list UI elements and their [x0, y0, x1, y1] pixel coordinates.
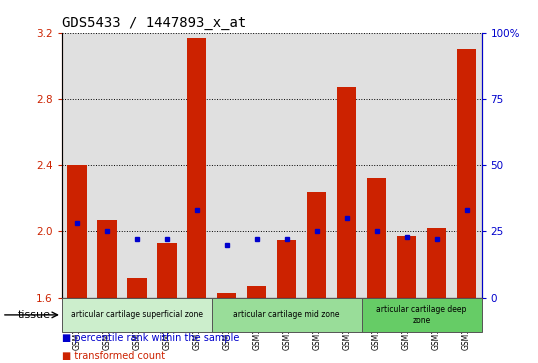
- Bar: [457, 49, 476, 298]
- Bar: [62, 298, 212, 332]
- Bar: [152, 33, 182, 298]
- Bar: [242, 33, 272, 298]
- Bar: [451, 33, 482, 298]
- Text: articular cartilage mid zone: articular cartilage mid zone: [233, 310, 340, 319]
- Bar: [302, 33, 331, 298]
- Bar: [247, 286, 266, 298]
- Bar: [67, 165, 87, 298]
- Text: articular cartilage deep
zone: articular cartilage deep zone: [377, 305, 467, 325]
- Bar: [157, 243, 176, 298]
- Bar: [337, 87, 356, 298]
- Bar: [367, 179, 386, 298]
- Bar: [307, 192, 327, 298]
- Bar: [422, 33, 451, 298]
- Bar: [212, 298, 362, 332]
- Bar: [182, 33, 212, 298]
- Bar: [427, 228, 447, 298]
- Text: tissue: tissue: [18, 310, 51, 320]
- Bar: [397, 236, 416, 298]
- Bar: [92, 33, 122, 298]
- Bar: [97, 220, 117, 298]
- Bar: [212, 33, 242, 298]
- Bar: [392, 33, 422, 298]
- Bar: [362, 298, 482, 332]
- Bar: [62, 33, 92, 298]
- Bar: [331, 33, 362, 298]
- Bar: [272, 33, 302, 298]
- Text: articular cartilage superficial zone: articular cartilage superficial zone: [71, 310, 203, 319]
- Bar: [277, 240, 296, 298]
- Bar: [122, 33, 152, 298]
- Text: GDS5433 / 1447893_x_at: GDS5433 / 1447893_x_at: [62, 16, 246, 30]
- Bar: [127, 278, 146, 298]
- Text: ■ percentile rank within the sample: ■ percentile rank within the sample: [62, 333, 239, 343]
- Text: ■ transformed count: ■ transformed count: [62, 351, 165, 361]
- Bar: [217, 293, 237, 298]
- Bar: [187, 38, 207, 298]
- Bar: [362, 33, 392, 298]
